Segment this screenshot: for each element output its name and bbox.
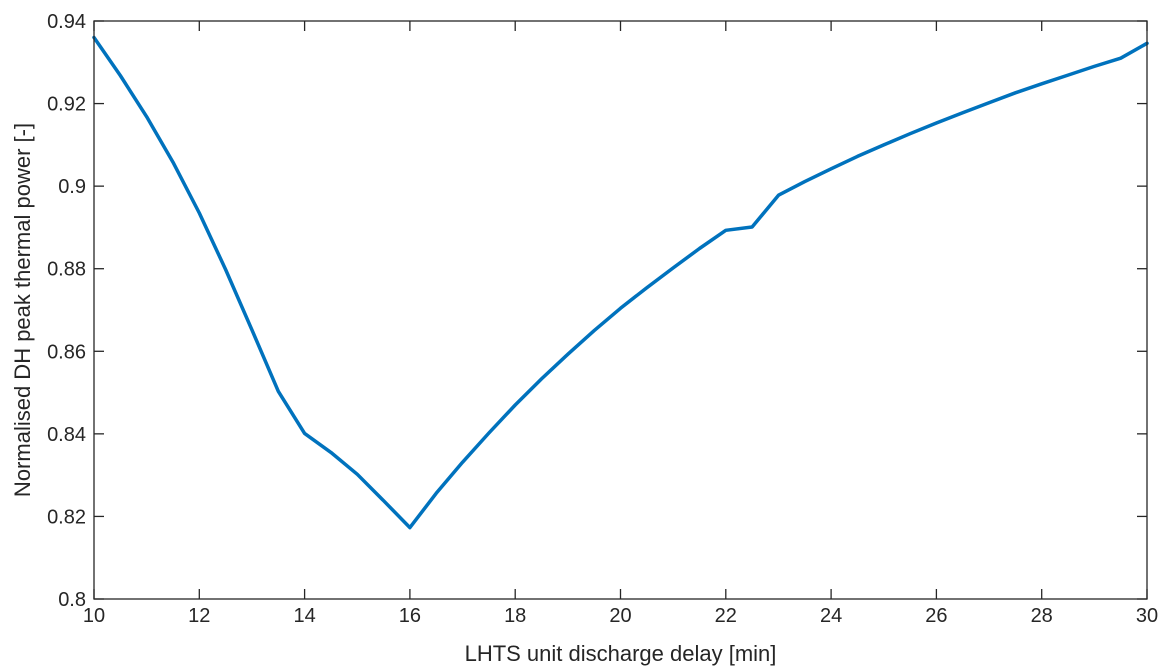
y-axis-label: Normalised DH peak thermal power [-] — [10, 123, 35, 497]
y-tick-label: 0.9 — [58, 176, 86, 198]
y-tick-label: 0.86 — [47, 341, 86, 363]
x-tick-label: 24 — [820, 605, 842, 627]
y-tick-label: 0.8 — [58, 589, 86, 611]
y-tick-label: 0.92 — [47, 94, 86, 116]
x-axis-label: LHTS unit discharge delay [min] — [465, 641, 777, 666]
x-tick-label: 30 — [1136, 605, 1158, 627]
plot-area-frame — [93, 20, 1148, 600]
x-tick-label: 26 — [925, 605, 947, 627]
x-tick-label: 18 — [504, 605, 526, 627]
x-tick-label: 10 — [83, 605, 105, 627]
axis-tick-labels: 10 12 14 16 18 20 22 24 26 28 30 0.8 0.82 0.84 0.86 0.8… — [47, 11, 1158, 627]
x-tick-label: 20 — [609, 605, 631, 627]
y-tick-label: 0.84 — [47, 424, 86, 446]
x-tick-label: 16 — [399, 605, 421, 627]
y-tick-label: 0.82 — [47, 506, 86, 528]
series-line — [92, 35, 1149, 530]
y-tick-label: 0.88 — [47, 259, 86, 281]
x-tick-label: 28 — [1031, 605, 1053, 627]
x-tick-label: 22 — [715, 605, 737, 627]
x-tick-label: 14 — [293, 605, 315, 627]
x-tick-label: 12 — [188, 605, 210, 627]
y-tick-label: 0.94 — [47, 11, 86, 33]
